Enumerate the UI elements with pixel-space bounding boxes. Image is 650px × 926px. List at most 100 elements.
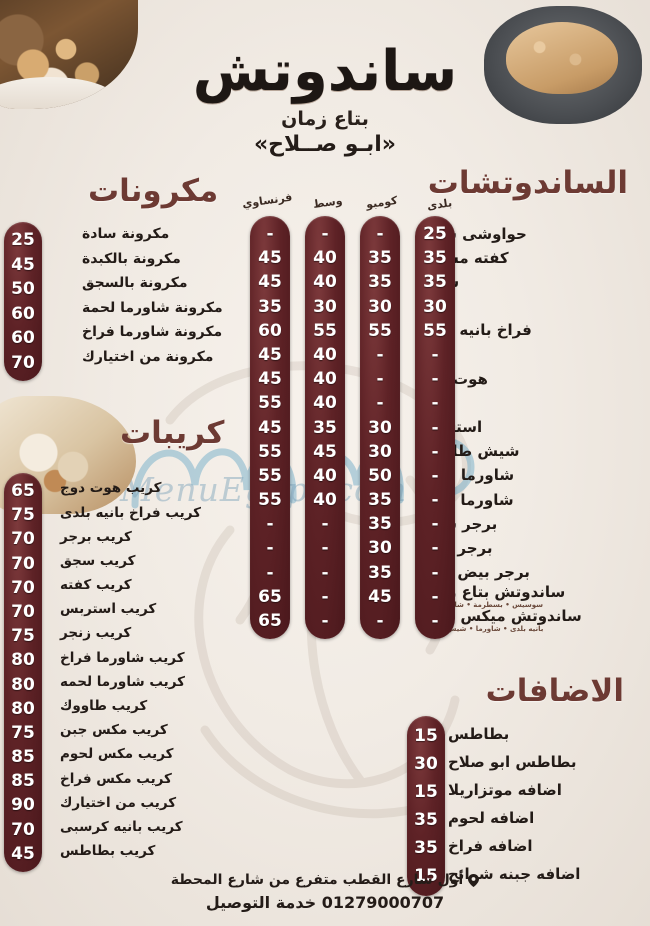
menu-item[interactable]: كريب بانيه كرسبى — [60, 816, 220, 840]
price-cell: 55 — [258, 393, 282, 414]
price-cell: - — [266, 538, 274, 559]
price-cell: - — [321, 562, 329, 583]
price-column-wasat: - 40 40 30 55 40 40 40 35 45 40 40 - - - - - — [305, 216, 345, 640]
price-cell: 55 — [313, 320, 337, 341]
menu-item-label: اضافه جبنه شرائح — [448, 864, 581, 883]
price-cell: 85 — [11, 747, 35, 768]
menu-item[interactable]: مكرونة بالكبدة — [82, 247, 212, 272]
pasta-photo — [0, 0, 138, 109]
menu-item[interactable]: مكرونة بالسجق — [82, 271, 212, 296]
section-title-extras: الاضافات — [485, 673, 624, 709]
address-line: أول شارع القطب متفرع من شارع المحطة — [0, 872, 650, 888]
brand-header: ساندوتش بتاع زمان «ابـو صــلاح» — [0, 44, 650, 158]
price-cell: 35 — [368, 248, 392, 269]
menu-item[interactable]: مكرونة سادة — [82, 222, 212, 247]
price-cell: 55 — [423, 320, 447, 341]
price-cell: 55 — [258, 441, 282, 462]
price-cell: 80 — [11, 650, 35, 671]
menu-item-label: كريب كفته — [60, 577, 132, 594]
price-cell: 25 — [423, 224, 447, 244]
price-cell: 40 — [313, 248, 337, 269]
price-column-baladi: 25 35 35 30 55 - - - - - - - - - - - - — [415, 216, 455, 640]
menu-item[interactable]: كريب استربس — [60, 598, 220, 622]
menu-item[interactable]: اضافه جبنه شرائح — [448, 860, 628, 888]
menu-item-label: كريب من اختيارك — [60, 794, 177, 811]
price-cell: 55 — [258, 490, 282, 511]
price-cell: - — [266, 514, 274, 535]
menu-item-label: اضافه فراخ — [448, 836, 533, 855]
menu-item[interactable]: اضافه لحوم — [448, 804, 628, 832]
price-cell: 30 — [368, 538, 392, 559]
menu-item-label: كريب استربس — [60, 601, 157, 618]
menu-item-label: كريب بطاطس — [60, 843, 156, 860]
menu-item-label: مكرونة بالسجق — [82, 275, 188, 292]
price-cell: 45 — [313, 441, 337, 462]
column-head-baladi: بلدى — [426, 196, 453, 213]
price-cell: 45 — [258, 248, 282, 269]
price-cell: 15 — [414, 726, 438, 746]
menu-item[interactable]: كريب برجر — [60, 525, 220, 549]
price-cell: 45 — [258, 369, 282, 390]
price-cell: - — [376, 224, 384, 244]
price-column-combo: - 35 35 30 55 - - - 30 30 50 35 35 30 35 45 - — [360, 216, 400, 640]
menu-item[interactable]: اضافه فراخ — [448, 832, 628, 860]
brand-owner-name: «ابـو صــلاح» — [253, 132, 397, 157]
price-cell: - — [321, 586, 329, 607]
price-cell: - — [321, 538, 329, 559]
column-head-wasat: وسط — [311, 194, 343, 211]
price-cell: 70 — [11, 601, 35, 622]
menu-item[interactable]: كريب كفته — [60, 574, 220, 598]
crepe-item-list: كريب هوت دوج كريب فراخ بانيه بلدى كريب برج… — [60, 477, 220, 864]
price-cell: 35 — [414, 810, 438, 830]
menu-item-label: مكرونة سادة — [82, 226, 170, 243]
price-cell: 70 — [11, 819, 35, 840]
phone-number[interactable]: 01279000707 — [321, 893, 445, 912]
section-title-crepes: كريبات — [120, 415, 225, 451]
price-cell: 30 — [313, 296, 337, 317]
menu-item-label: كريب شاورما فراخ — [60, 649, 185, 666]
menu-item-label: كريب مكس جبن — [60, 722, 168, 739]
menu-item[interactable]: كريب سجق — [60, 550, 220, 574]
price-cell: 45 — [11, 254, 35, 275]
menu-item[interactable]: بطاطس ابو صلاح — [448, 748, 628, 776]
price-cell: - — [431, 562, 439, 583]
price-cell: 65 — [11, 481, 35, 501]
menu-item[interactable]: كريب مكس لحوم — [60, 743, 220, 767]
price-cell: 35 — [313, 417, 337, 438]
menu-item[interactable]: كريب فراخ بانيه بلدى — [60, 501, 220, 525]
price-cell: 50 — [11, 279, 35, 299]
price-cell: 35 — [414, 838, 438, 858]
price-cell: 70 — [11, 577, 35, 598]
menu-item-label: كريب سجق — [60, 552, 136, 569]
menu-item[interactable]: كريب مكس جبن — [60, 719, 220, 743]
menu-item[interactable]: كريب هوت دوج — [60, 477, 220, 501]
menu-item-label: مكرونة من اختيارك — [82, 348, 214, 365]
menu-item[interactable]: ساندوتش ميكس فراخ بانيه بلدى • شاورما • ش… — [420, 609, 630, 633]
menu-item-label: كريب هوت دوج — [60, 480, 162, 497]
menu-item[interactable]: كريب من اختيارك — [60, 791, 220, 815]
menu-item[interactable]: مكرونة من اختيارك — [82, 345, 214, 370]
price-cell: 40 — [313, 465, 337, 486]
price-cell: 30 — [368, 441, 392, 462]
menu-item[interactable]: ساندوتش بتاع زمان سوسيس • بسطرمة • شاورما… — [420, 582, 630, 609]
menu-item[interactable]: كريب زنجر — [60, 622, 220, 646]
menu-item-label: مكرونة شاورما لحمة — [82, 299, 223, 316]
column-head-faransawy: فرنساوي — [240, 190, 293, 211]
price-cell: 70 — [11, 553, 35, 574]
menu-item[interactable]: كريب شاورما لحمه — [60, 671, 220, 695]
price-cell: 75 — [11, 626, 35, 647]
menu-item[interactable]: كريب مكس فراخ — [60, 767, 220, 791]
price-cell: 40 — [313, 344, 337, 365]
price-cell: 60 — [258, 320, 282, 341]
menu-item[interactable]: مكرونة شاورما لحمة — [82, 296, 223, 321]
extras-price-column: 15 30 15 35 35 15 — [407, 716, 445, 896]
menu-item[interactable]: بطاطس — [448, 720, 628, 748]
price-cell: 80 — [11, 698, 35, 719]
price-cell: - — [266, 224, 274, 244]
menu-item[interactable]: كريب بطاطس — [60, 840, 220, 864]
menu-item[interactable]: مكرونة شاورما فراخ — [82, 320, 222, 345]
menu-item[interactable]: اضافه موتزاريلا — [448, 776, 628, 804]
menu-item[interactable]: كريب شاورما فراخ — [60, 646, 220, 670]
menu-item[interactable]: كريب طاووك — [60, 695, 220, 719]
menu-item-label: ساندوتش بتاع زمان — [420, 582, 566, 601]
